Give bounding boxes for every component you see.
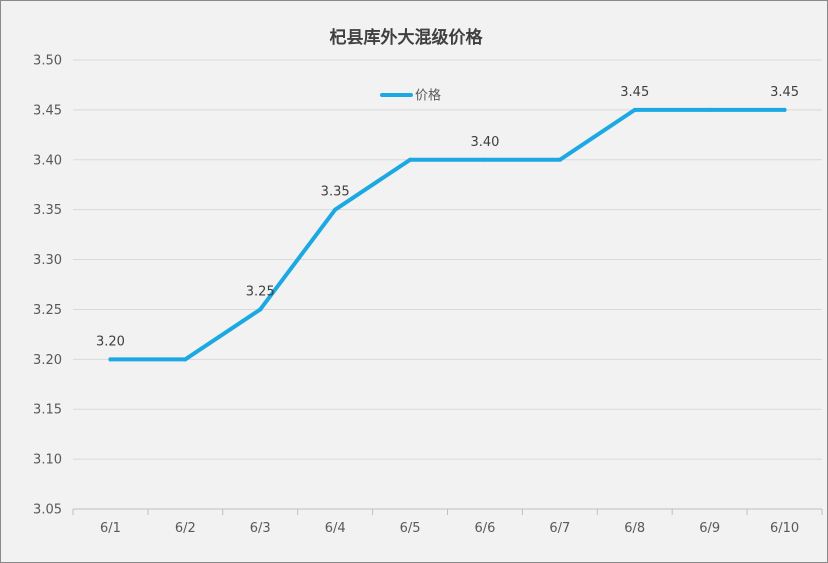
legend: 价格 <box>380 88 441 104</box>
x-tick-label: 6/6 <box>474 521 495 536</box>
y-tick-label: 3.20 <box>33 353 62 368</box>
y-tick-label: 3.10 <box>33 453 62 468</box>
data-point <box>632 107 637 112</box>
data-point <box>333 207 338 212</box>
data-label: 3.45 <box>770 85 799 100</box>
x-tick-label: 6/2 <box>175 521 196 536</box>
gridlines <box>73 59 822 460</box>
y-tick-label: 3.45 <box>33 103 62 118</box>
data-point <box>108 357 113 362</box>
data-point <box>782 107 787 112</box>
x-tick-label: 6/4 <box>325 521 346 536</box>
data-label: 3.35 <box>321 185 350 200</box>
data-label: 3.20 <box>96 334 125 349</box>
x-tick-label: 6/3 <box>250 521 271 536</box>
y-tick-label: 3.35 <box>33 203 62 218</box>
data-label: 3.25 <box>246 284 275 299</box>
x-tick-label: 6/10 <box>770 521 799 536</box>
series-layer <box>108 107 787 362</box>
y-tick-label: 3.15 <box>33 403 62 418</box>
chart-title: 杞县库外大混级价格 <box>330 27 484 48</box>
data-point <box>707 107 712 112</box>
y-tick-label: 3.40 <box>33 153 62 168</box>
y-tick-label: 3.30 <box>33 253 62 268</box>
x-tick-label: 6/5 <box>400 521 421 536</box>
y-tick-label: 3.25 <box>33 303 62 318</box>
x-tick-label: 6/1 <box>100 521 121 536</box>
x-tick-label: 6/9 <box>699 521 720 536</box>
x-tick-label: 6/7 <box>549 521 570 536</box>
data-label: 3.45 <box>620 85 649 100</box>
legend-label: 价格 <box>415 88 441 104</box>
data-point <box>258 307 263 312</box>
axes: 3.05 3.10 3.15 3.20 3.25 3.30 3.35 3.40 3.45 3.50… <box>33 54 823 536</box>
series-line <box>108 107 787 362</box>
data-point <box>408 157 413 162</box>
data-point <box>183 357 188 362</box>
y-tick-label: 3.50 <box>33 54 62 69</box>
data-point <box>482 157 487 162</box>
data-labels: 3.20 3.25 3.35 3.40 3.45 3.45 <box>96 85 799 349</box>
x-tick-label: 6/8 <box>624 521 645 536</box>
data-point <box>557 157 562 162</box>
y-tick-label: 3.05 <box>33 503 62 518</box>
data-label: 3.40 <box>470 135 499 150</box>
